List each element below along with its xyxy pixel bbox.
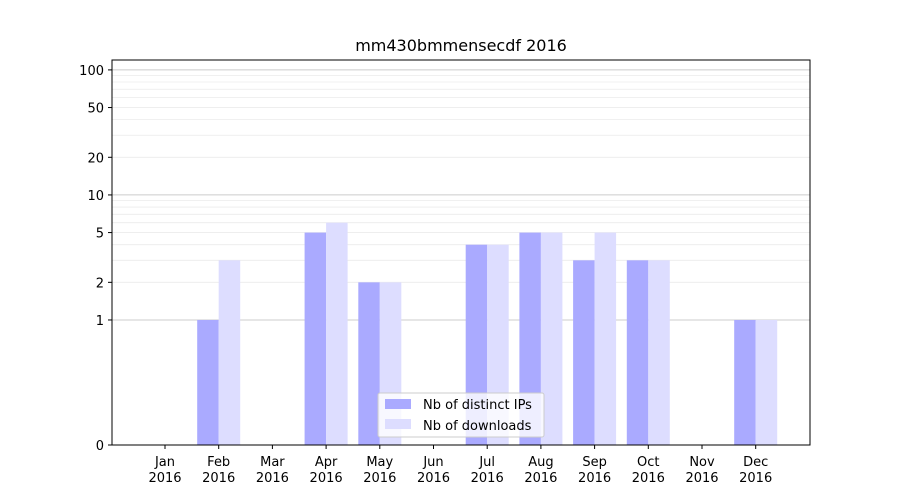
- x-tick-label-year: 2016: [256, 471, 289, 486]
- x-tick-label-month: May: [366, 455, 393, 470]
- bar-distinct-ips: [358, 282, 380, 445]
- bar-distinct-ips: [626, 260, 649, 445]
- y-axis: 0 1 2 5 10 20 50 100: [79, 64, 112, 454]
- x-axis: Jan2016Feb2016Mar2016Apr2016May2016Jun20…: [148, 445, 772, 486]
- x-tick-label-month: Dec: [743, 455, 768, 470]
- y-tick-label: 5: [96, 227, 104, 242]
- bar-distinct-ips: [304, 232, 327, 445]
- x-tick-label-year: 2016: [310, 471, 343, 486]
- legend-label-downloads: Nb of downloads: [423, 419, 532, 434]
- x-tick-label-year: 2016: [685, 471, 718, 486]
- x-tick-label-year: 2016: [471, 471, 504, 486]
- x-tick-label-year: 2016: [417, 471, 450, 486]
- x-tick-label-year: 2016: [148, 471, 181, 486]
- bar-downloads: [218, 260, 241, 445]
- bar-downloads: [540, 232, 563, 445]
- plot-frame: [111, 59, 811, 446]
- y-tick-label: 0: [96, 439, 104, 454]
- legend-swatch-distinct-ips: [385, 399, 411, 409]
- bar-downloads: [755, 319, 778, 445]
- x-tick-label-month: Mar: [260, 455, 285, 470]
- y-tick-label: 100: [79, 64, 104, 79]
- x-tick-label-year: 2016: [632, 471, 665, 486]
- legend-label-distinct-ips: Nb of distinct IPs: [423, 398, 532, 413]
- x-tick-label-year: 2016: [363, 471, 396, 486]
- x-tick-label-month: Nov: [689, 455, 715, 470]
- legend-swatch-downloads: [385, 419, 411, 429]
- x-tick-label-year: 2016: [202, 471, 235, 486]
- bar-distinct-ips: [573, 260, 595, 445]
- bar-downloads: [326, 222, 348, 445]
- y-tick-label: 10: [87, 189, 104, 204]
- bar-downloads: [648, 260, 670, 445]
- x-tick-label-month: Oct: [637, 455, 659, 470]
- x-tick-label-year: 2016: [739, 471, 772, 486]
- x-tick-label-month: Jul: [478, 455, 495, 470]
- y-tick-label: 2: [96, 276, 104, 291]
- x-tick-label-month: Feb: [207, 455, 230, 470]
- bar-distinct-ips: [519, 232, 541, 445]
- x-tick-label-month: Sep: [582, 455, 607, 470]
- x-tick-label-month: Jun: [422, 455, 443, 470]
- bar-distinct-ips: [197, 319, 219, 445]
- chart-title: mm430bmmensecdf 2016: [355, 36, 567, 55]
- y-tick-label: 1: [96, 314, 104, 329]
- y-tick-label: 20: [87, 151, 104, 166]
- x-tick-label-month: Jan: [154, 455, 175, 470]
- x-tick-label-month: Apr: [315, 455, 338, 470]
- y-tick-label: 50: [87, 102, 104, 117]
- legend-box: [377, 392, 545, 438]
- x-tick-label-year: 2016: [524, 471, 557, 486]
- x-tick-label-year: 2016: [578, 471, 611, 486]
- x-tick-label-month: Aug: [528, 455, 553, 470]
- bar-downloads: [594, 232, 617, 445]
- legend: Nb of distinct IPs Nb of downloads: [377, 392, 545, 438]
- bar-distinct-ips: [734, 319, 756, 445]
